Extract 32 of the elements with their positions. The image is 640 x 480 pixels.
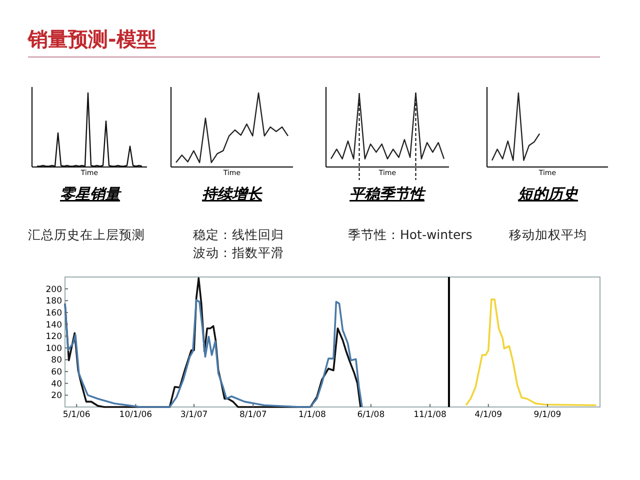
text: 平稳季节性 (350, 185, 426, 203)
y-tick-label: 100 (46, 344, 62, 354)
y-tick-label: 200 (46, 284, 62, 295)
x-tick-label: 4/1/09 (474, 410, 502, 420)
x-tick-label: 8/1/07 (239, 410, 267, 420)
x-tick-label: 6/1/08 (357, 410, 385, 420)
x-tick-label: 3/1/07 (180, 410, 208, 420)
text: 季节性：Hot-winters (348, 227, 472, 242)
text: 移动加权平均 (509, 227, 587, 242)
y-tick-label: 140 (46, 320, 62, 330)
text: 销量预测-模型 (27, 27, 156, 51)
text: 持续增长 (201, 185, 263, 203)
y-tick-label: 120 (46, 332, 62, 342)
text: 短的历史 (517, 185, 579, 203)
text: 零星销量 (60, 185, 122, 203)
text: 稳定：线性回归 (193, 227, 284, 242)
x-tick-label: 11/1/08 (414, 410, 446, 420)
line-series (64, 299, 363, 408)
y-tick-label: 20 (51, 391, 62, 402)
y-tick-label: 180 (46, 296, 62, 307)
y-tick-label: 60 (51, 368, 62, 378)
x-tick-label: 5/1/06 (62, 410, 90, 420)
line-series (465, 298, 598, 406)
line-series (64, 277, 362, 408)
x-tick-label: 1/1/08 (298, 410, 326, 420)
y-tick-label: 40 (51, 379, 62, 390)
x-tick-label: 9/1/09 (534, 410, 562, 420)
text: 汇总历史在上层预测 (28, 227, 145, 242)
x-tick-label: 10/1/06 (119, 410, 152, 420)
text: 波动：指数平滑 (193, 245, 284, 260)
y-tick-label: 160 (46, 308, 62, 318)
y-tick-label: 80 (51, 356, 62, 366)
